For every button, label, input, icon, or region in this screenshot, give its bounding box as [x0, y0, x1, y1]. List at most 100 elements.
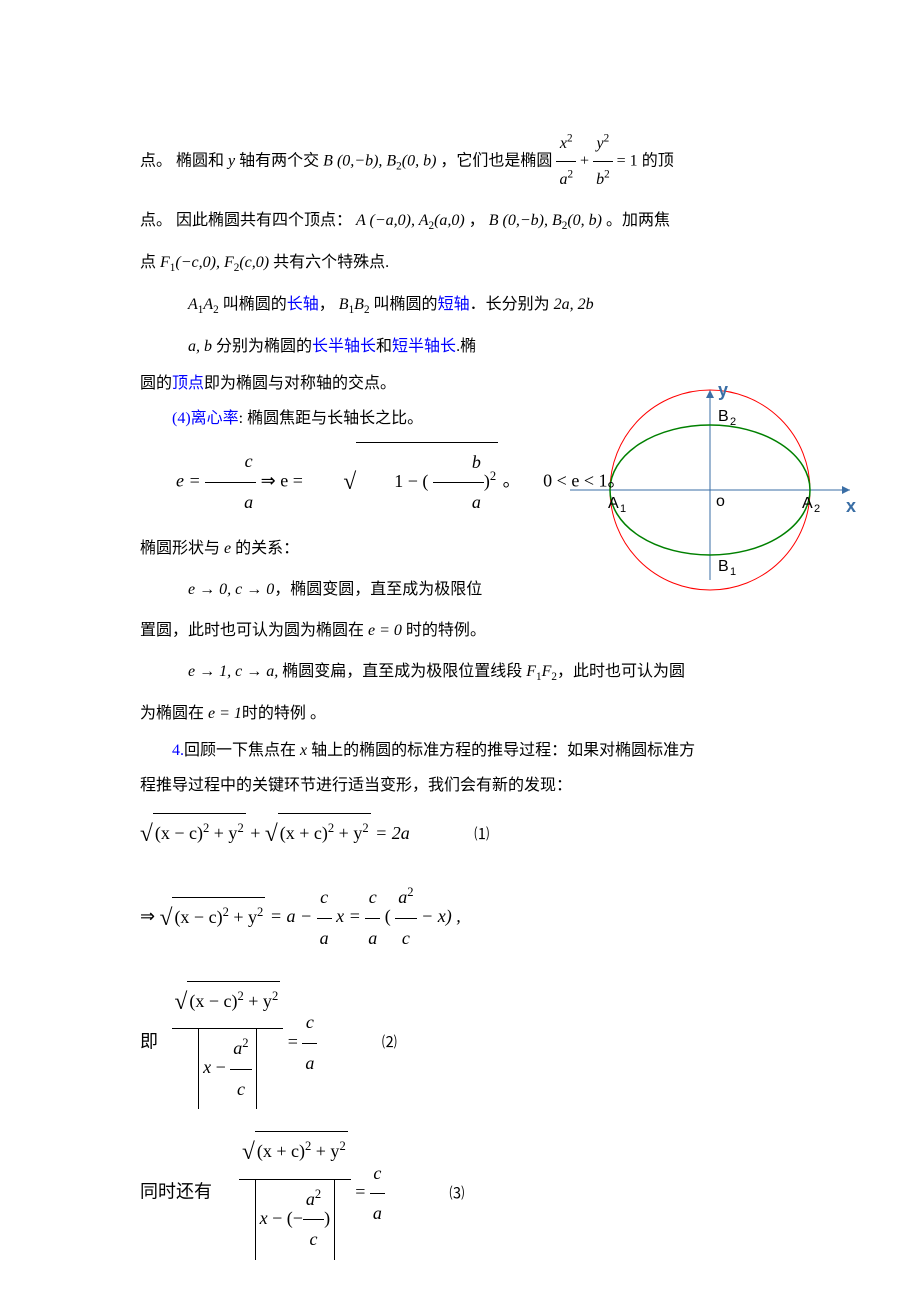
var-e: e: [224, 540, 231, 557]
plus: +: [250, 823, 265, 843]
also: 同时还有: [140, 1182, 212, 1202]
label-B1-sub: 1: [730, 566, 736, 578]
text: 为椭圆在: [140, 705, 208, 722]
n: a: [233, 1038, 242, 1058]
text: 置圆，此时也可认为圆为椭圆在: [140, 622, 368, 639]
F2: F: [542, 663, 552, 680]
num: c: [205, 442, 256, 482]
term-eccentricity: 离心率: [191, 410, 239, 427]
text: 轴上的椭圆的标准方程的推导过程：如果对椭圆标准方: [307, 742, 695, 759]
eq-label-3: ⑶: [449, 1178, 464, 1211]
term-semi-minor: 短半轴长: [392, 338, 456, 355]
text: 时的特例: [242, 705, 310, 722]
t: + y: [311, 1141, 339, 1161]
d: c: [230, 1069, 251, 1110]
frac-ca: c a: [205, 442, 256, 522]
d: c: [395, 918, 416, 959]
abs: x − a2c: [198, 1029, 256, 1109]
text: 程推导过程中的关键环节进行适当变形，我们会有新的发现：: [140, 777, 572, 794]
arrow: ⇒ e =: [261, 470, 308, 490]
frac-a2c: a2c: [230, 1029, 251, 1109]
big-frac: (x + c)2 + y2 x − (−a2c): [239, 1127, 351, 1260]
sqrt: (x − c)2 + y2: [160, 893, 266, 944]
n: c: [317, 878, 332, 918]
label-A2-sub: 2: [814, 503, 820, 515]
expr-F1: (−c,0), F: [175, 254, 233, 271]
text: ，此时也可认为圆: [557, 663, 685, 680]
rhs: = 2a: [375, 823, 410, 843]
frac-y2b2: y2 b2: [593, 126, 613, 197]
frac-a2c: a2c: [395, 878, 416, 958]
num: b: [433, 443, 484, 483]
expr: e → 1, c → a,: [188, 663, 282, 680]
label-x: x: [846, 496, 856, 516]
x-axis-arrow: [842, 486, 850, 494]
para-14: 程推导过程中的关键环节进行适当变形，我们会有新的发现：: [140, 772, 780, 801]
text: 叫椭圆的: [374, 296, 438, 313]
frac-x2a2: x2 a2: [556, 126, 576, 197]
d: a: [317, 918, 332, 959]
t: (x − c): [155, 823, 203, 843]
sqrt: 1 − ( b a )2: [307, 442, 498, 523]
para-5: a, b 分别为椭圆的长半轴长和短半轴长.椭: [140, 329, 780, 364]
text: 点: [140, 212, 156, 229]
text: 回顾一下焦点在: [184, 742, 300, 759]
t: + y: [334, 823, 362, 843]
label-B2: B: [718, 408, 729, 425]
frac-ca: ca: [317, 878, 332, 958]
text: 圆的: [140, 375, 172, 392]
text: 叫椭圆的: [223, 296, 287, 313]
text: 的顶: [642, 152, 674, 169]
expr-B2: (0, b): [567, 212, 602, 229]
text: 共有六个特殊点.: [273, 254, 389, 271]
para-12: 为椭圆在 e = 1时的特例 。: [140, 696, 780, 731]
d: a: [370, 1193, 385, 1234]
term-long-axis: 长轴: [287, 296, 319, 313]
F1: F: [526, 663, 536, 680]
big-frac: (x − c)2 + y2 x − a2c: [172, 977, 284, 1110]
sqrt: (x − c)2 + y2: [175, 977, 281, 1028]
para-4: A1A2 叫椭圆的长轴， B1B2 叫椭圆的短轴．长分别为 2a, 2b: [140, 287, 780, 323]
expr-A2: (a,0): [434, 212, 465, 229]
eq-1: (x − c)2 + y2 + (x + c)2 + y2 = 2a ⑴: [140, 809, 780, 860]
num: y: [597, 135, 604, 152]
expr-B: B (0,−b), B: [323, 152, 396, 169]
inner: 1 − (: [394, 471, 428, 491]
text: ．长分别为: [470, 296, 554, 313]
eq-3: 同时还有 (x + c)2 + y2 x − (−a2c) = ca ⑶: [140, 1127, 780, 1260]
para-2: 点。 因此椭圆共有四个顶点： A (−a,0), A2(a,0) ， B (0,…: [140, 203, 780, 239]
para-3: 点 F1(−c,0), F2(c,0) 共有六个特殊点.: [140, 245, 780, 281]
text: ，: [469, 212, 485, 229]
text: .椭: [456, 338, 476, 355]
dot: 。: [503, 470, 521, 490]
range: 0 < e < 1: [543, 470, 607, 490]
t: (x + c): [257, 1141, 305, 1161]
expr-B2: (0, b): [402, 152, 437, 169]
expr-A: A (−a,0), A: [356, 212, 428, 229]
term-semi-major: 长半轴长: [312, 338, 376, 355]
t: + y: [209, 823, 237, 843]
n: c: [370, 1154, 385, 1194]
d: c: [303, 1219, 324, 1260]
para-1: 点。 椭圆和 y 轴有两个交 B (0,−b), B2(0, b) ，它们也是椭…: [140, 126, 780, 197]
expr: e → 0, c → 0: [188, 581, 274, 598]
A1: A: [188, 296, 198, 313]
t: + y: [229, 907, 257, 927]
eq-2a: ⇒ (x − c)2 + y2 = a − ca x = ca ( a2c − …: [140, 878, 780, 958]
text: 椭圆和: [176, 152, 228, 169]
B2: B: [354, 296, 364, 313]
eq: =: [288, 1031, 303, 1051]
expr: e = 0: [368, 622, 402, 639]
frac-ca: ca: [370, 1154, 385, 1234]
item-4: (4): [172, 410, 191, 427]
t: (x − c): [174, 907, 222, 927]
d: a: [302, 1043, 317, 1084]
den: a: [433, 482, 484, 523]
frac-a2c: a2c: [303, 1180, 324, 1260]
para-10: 置圆，此时也可认为圆为椭圆在 e = 0 时的特例。: [140, 613, 780, 648]
text: : 椭圆焦距与长轴长之比: [239, 410, 407, 427]
n: a: [398, 887, 407, 907]
expr-B: B (0,−b), B: [489, 212, 562, 229]
text: 分别为椭圆的: [216, 338, 312, 355]
t: (: [385, 907, 391, 927]
